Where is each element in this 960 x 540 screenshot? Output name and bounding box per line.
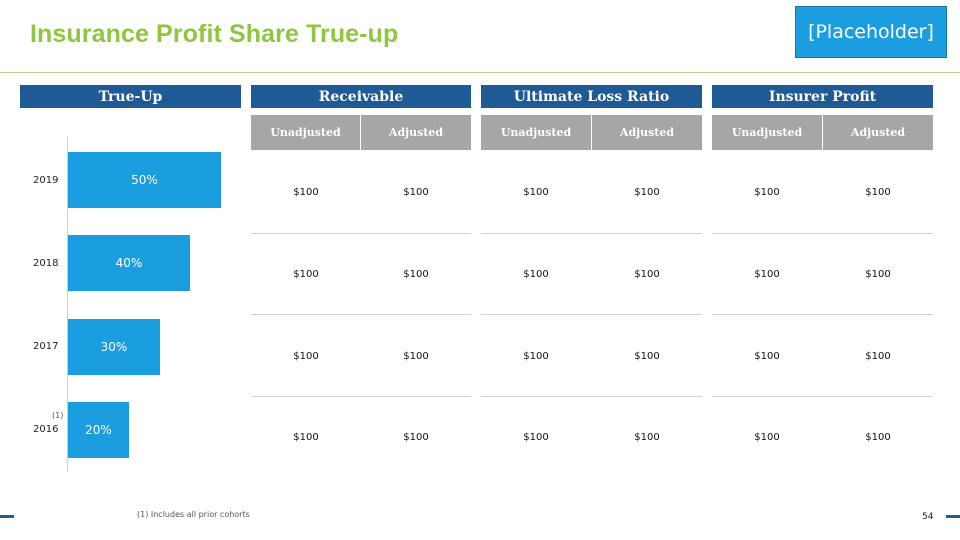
bar-label-2019: 50%	[131, 173, 158, 187]
profit-adjusted-header: Adjusted	[823, 115, 933, 150]
bar-2017: 30%	[68, 319, 160, 375]
table-cell: $100	[754, 351, 780, 362]
row-divider	[251, 396, 471, 397]
table-cell: $100	[754, 187, 780, 198]
table-cell: $100	[293, 351, 319, 362]
table-cell: $100	[403, 432, 429, 443]
table-cell: $100	[865, 351, 891, 362]
section-header-true-up: True-Up	[20, 85, 241, 108]
row-divider	[712, 396, 933, 397]
footer-accent-left	[0, 515, 14, 518]
row-divider	[712, 233, 933, 234]
year-label-2017: 2017	[33, 341, 59, 352]
row-divider	[712, 314, 933, 315]
table-cell: $100	[634, 269, 660, 280]
table-cell: $100	[634, 351, 660, 362]
bar-2019: 50%	[68, 152, 221, 208]
profit-unadjusted-header: Unadjusted	[712, 115, 822, 150]
bar-2018: 40%	[68, 235, 190, 291]
table-cell: $100	[865, 269, 891, 280]
table-cell: $100	[403, 187, 429, 198]
year-label-2016: 2016	[33, 424, 59, 435]
bar-label-2017: 30%	[100, 340, 128, 354]
footer-accent-right	[946, 515, 960, 518]
table-cell: $100	[754, 432, 780, 443]
table-cell: $100	[403, 351, 429, 362]
placeholder-box: [Placeholder]	[795, 6, 947, 58]
table-cell: $100	[865, 187, 891, 198]
table-cell: $100	[754, 269, 780, 280]
table-cell: $100	[634, 187, 660, 198]
table-cell: $100	[523, 187, 549, 198]
year-label-2019: 2019	[33, 175, 59, 186]
table-cell: $100	[523, 432, 549, 443]
row-divider	[481, 233, 702, 234]
table-cell: $100	[634, 432, 660, 443]
table-cell: $100	[293, 187, 319, 198]
ulr-adjusted-header: Adjusted	[592, 115, 702, 150]
receivable-adjusted-header: Adjusted	[361, 115, 471, 150]
receivable-unadjusted-header: Unadjusted	[251, 115, 360, 150]
table-cell: $100	[523, 351, 549, 362]
table-cell: $100	[293, 432, 319, 443]
bar-label-2016: 20%	[85, 423, 112, 437]
footnote: (1) Includes all prior cohorts	[137, 510, 250, 519]
footnote-marker: (1)	[52, 411, 64, 420]
table-cell: $100	[865, 432, 891, 443]
page-number: 54	[922, 512, 934, 522]
page-title: Insurance Profit Share True-up	[30, 20, 399, 48]
row-divider	[251, 314, 471, 315]
title-divider	[0, 72, 960, 73]
bar-label-2018: 40%	[115, 256, 143, 270]
year-label-2018: 2018	[33, 258, 59, 269]
table-cell: $100	[523, 269, 549, 280]
section-header-ultimate-loss-ratio: Ultimate Loss Ratio	[481, 85, 702, 108]
row-divider	[251, 233, 471, 234]
ulr-unadjusted-header: Unadjusted	[481, 115, 591, 150]
section-header-receivable: Receivable	[251, 85, 471, 108]
table-cell: $100	[293, 269, 319, 280]
row-divider	[481, 396, 702, 397]
row-divider	[481, 314, 702, 315]
bar-2016: 20%	[68, 402, 129, 458]
table-cell: $100	[403, 269, 429, 280]
chart-axis-line	[67, 137, 68, 472]
section-header-insurer-profit: Insurer Profit	[712, 85, 933, 108]
